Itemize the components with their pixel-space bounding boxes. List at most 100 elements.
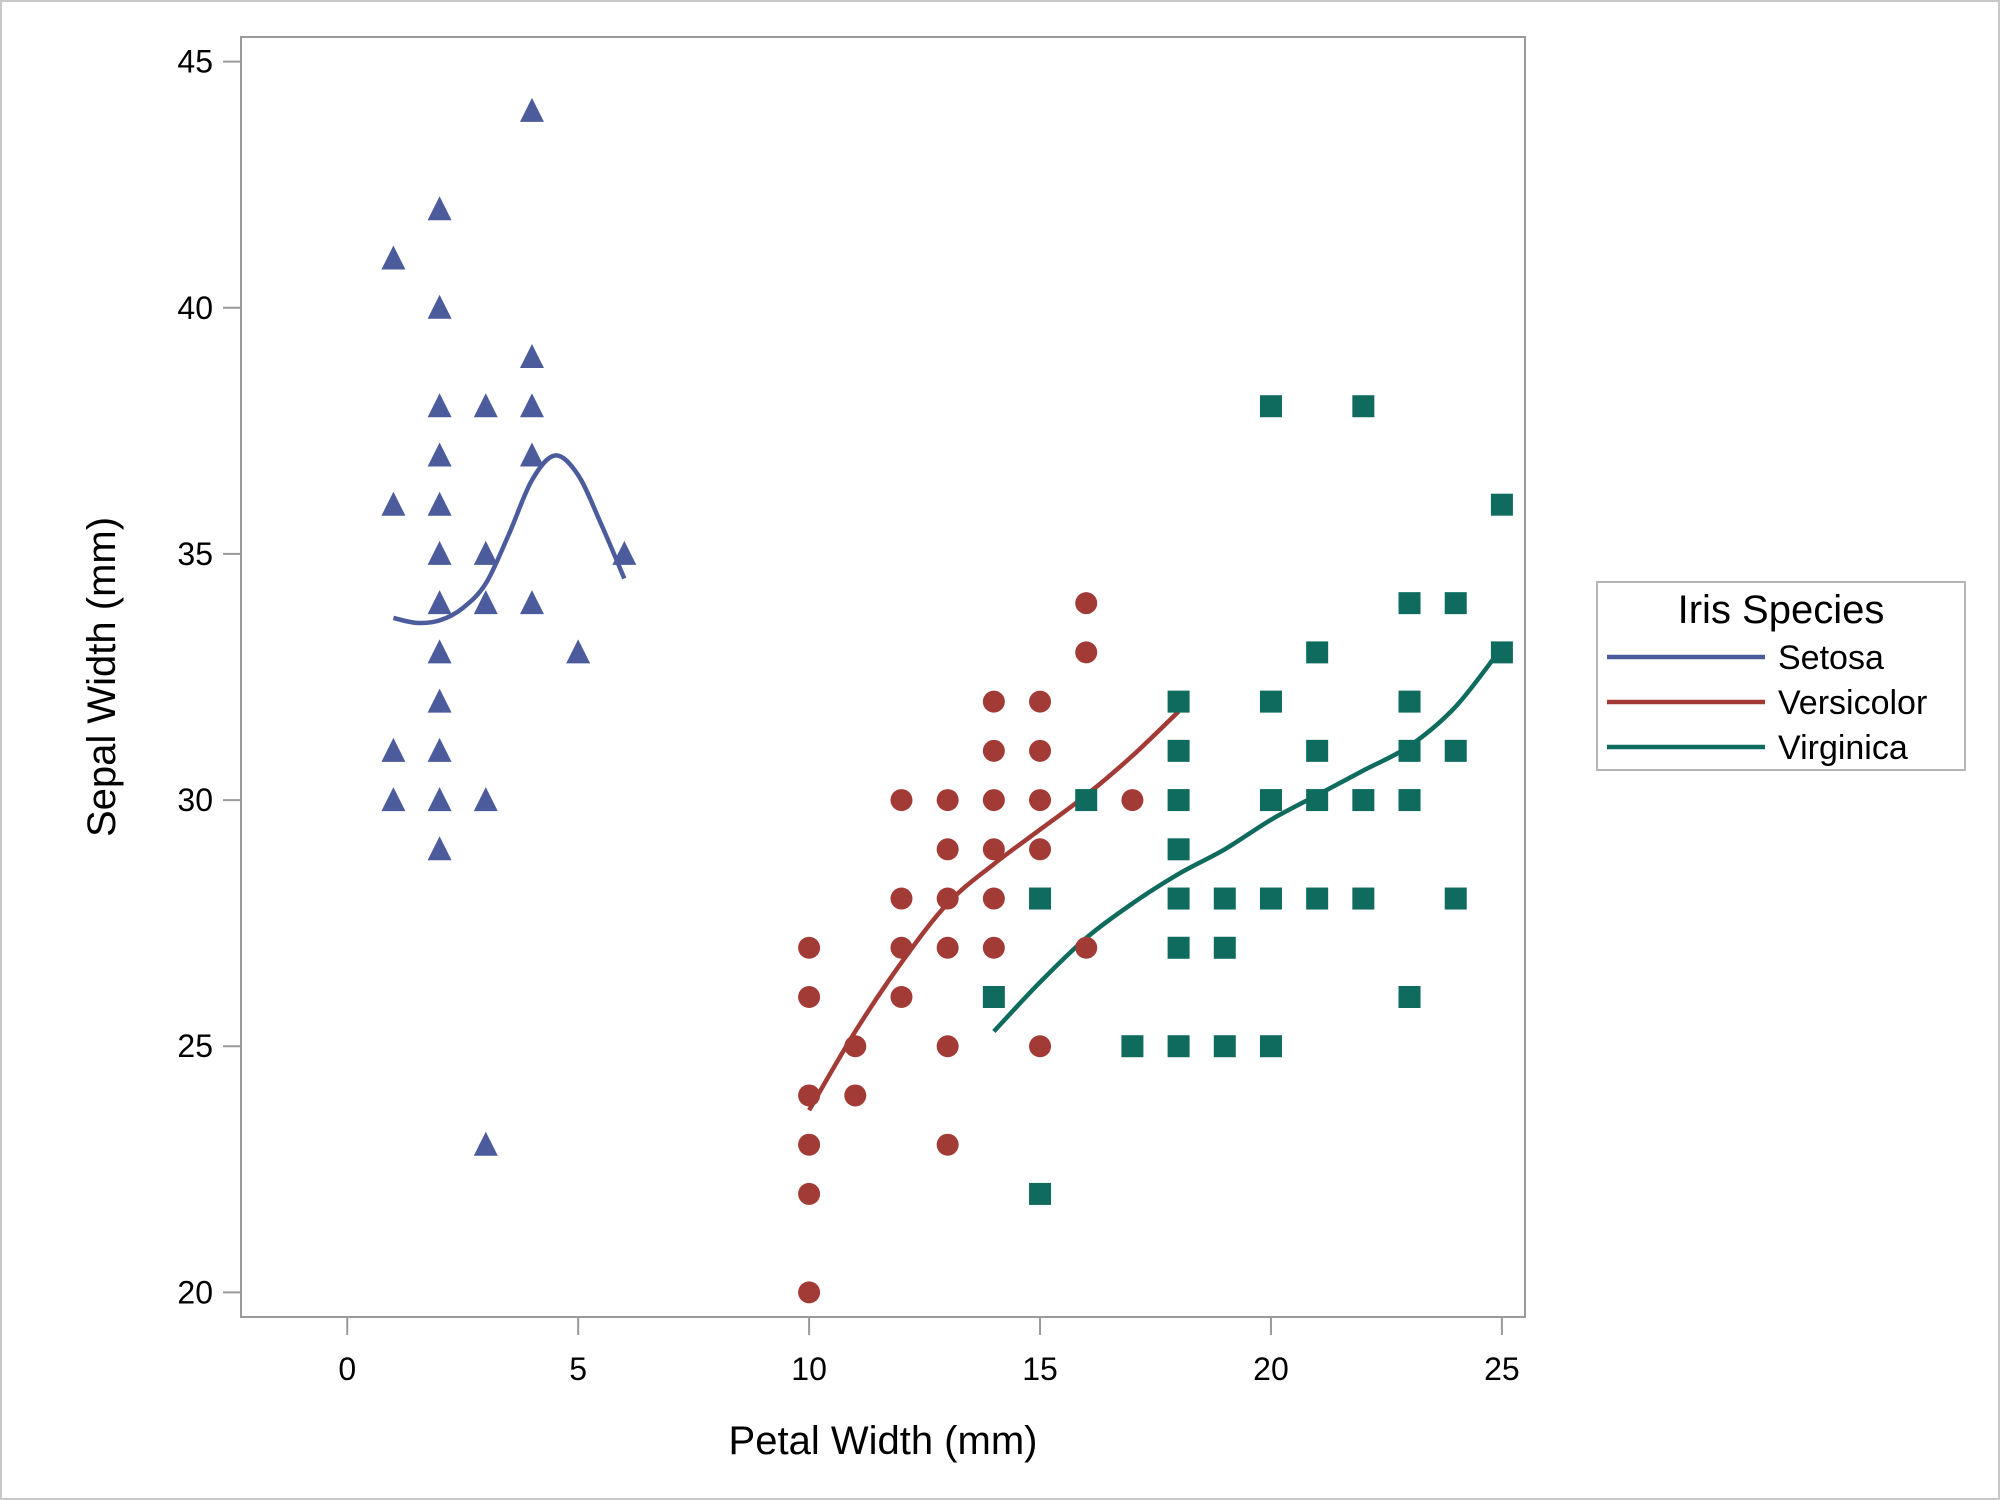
versicolor-point	[1029, 1035, 1052, 1058]
setosa-point	[381, 245, 406, 270]
setosa-point	[519, 442, 544, 467]
setosa-point	[427, 787, 452, 812]
virginica-point	[1398, 986, 1421, 1008]
setosa-point	[473, 787, 498, 812]
versicolor-point	[1121, 789, 1144, 812]
x-tick-label: 25	[1484, 1351, 1520, 1387]
setosa-point	[427, 491, 452, 516]
versicolor-point	[890, 936, 913, 959]
setosa-point	[427, 540, 452, 565]
versicolor-point	[1029, 739, 1052, 762]
virginica-point	[1444, 592, 1467, 615]
versicolor-point	[844, 1084, 867, 1107]
virginica-point	[1306, 739, 1329, 762]
virginica-point	[1259, 395, 1282, 418]
setosa-point	[612, 540, 637, 565]
setosa-point	[427, 196, 452, 221]
setosa-point	[427, 590, 452, 615]
virginica-point	[1306, 789, 1329, 812]
x-tick-label: 5	[569, 1351, 587, 1387]
versicolor-point	[936, 936, 959, 959]
versicolor-point	[890, 986, 913, 1008]
versicolor-point	[798, 936, 821, 959]
setosa-point	[427, 639, 452, 664]
virginica-point	[1259, 1035, 1282, 1058]
versicolor-point	[1029, 690, 1052, 713]
versicolor-point	[1029, 838, 1052, 861]
y-tick-label: 25	[177, 1028, 213, 1064]
x-tick-label: 0	[338, 1351, 356, 1387]
virginica-point	[1398, 789, 1421, 812]
virginica-point	[1167, 887, 1190, 910]
setosa-point	[427, 442, 452, 467]
virginica-point	[1398, 739, 1421, 762]
versicolor-point	[798, 1281, 821, 1304]
virginica-point	[1167, 1035, 1190, 1058]
versicolor-point	[982, 690, 1005, 713]
virginica-point	[1398, 592, 1421, 615]
setosa-point	[519, 97, 544, 122]
setosa-point	[519, 344, 544, 368]
versicolor-point	[936, 789, 959, 812]
virginica-point	[1213, 936, 1236, 959]
virginica-point	[1490, 493, 1513, 516]
setosa-point	[427, 294, 452, 319]
y-tick-label: 40	[177, 290, 213, 326]
virginica-point	[1306, 887, 1329, 910]
legend-label-virginica: Virginica	[1778, 729, 1908, 767]
virginica-point	[1167, 690, 1190, 713]
data-markers	[381, 97, 1513, 1304]
setosa-point	[427, 737, 452, 762]
y-tick-label: 35	[177, 536, 213, 572]
legend-title: Iris Species	[1678, 588, 1885, 632]
virginica-point	[1398, 690, 1421, 713]
setosa-point	[473, 393, 498, 418]
legend-box	[1596, 581, 1966, 771]
y-axis: 20 25 30 35 40 45	[177, 37, 242, 1317]
versicolor-point	[982, 887, 1005, 910]
virginica-point	[1167, 789, 1190, 812]
y-axis-label: Sepal Width (mm)	[80, 517, 124, 837]
versicolor-point	[1029, 789, 1052, 812]
setosa-point	[473, 540, 498, 565]
x-axis: 0 5 10 15 20 25	[338, 1317, 1520, 1387]
x-axis-label: Petal Width (mm)	[729, 1419, 1038, 1463]
virginica-point	[1213, 887, 1236, 910]
virginica-point	[1029, 887, 1052, 910]
virginica-point	[1444, 739, 1467, 762]
legend-label-versicolor: Versicolor	[1778, 684, 1927, 722]
virginica-point	[1167, 838, 1190, 861]
legend-label-setosa: Setosa	[1778, 639, 1884, 677]
versicolor-point	[890, 887, 913, 910]
setosa-point	[427, 688, 452, 713]
setosa-point	[519, 393, 544, 418]
setosa-point	[381, 787, 406, 812]
versicolor-point	[982, 838, 1005, 861]
versicolor-point	[798, 1133, 821, 1156]
versicolor-point	[798, 1084, 821, 1107]
versicolor-point	[798, 1182, 821, 1205]
versicolor-point	[844, 1035, 867, 1058]
legend: Iris Species Setosa Versicolor Virginica	[1596, 581, 1966, 771]
versicolor-point	[1075, 641, 1098, 664]
setosa-point	[519, 590, 544, 615]
setosa-point	[473, 1131, 498, 1156]
x-tick-label: 15	[1022, 1351, 1058, 1387]
y-tick-label: 45	[177, 44, 213, 80]
setosa-point	[566, 639, 591, 664]
setosa-point	[381, 737, 406, 762]
virginica-point	[1167, 739, 1190, 762]
virginica-point	[1213, 1035, 1236, 1058]
virginica-point	[1352, 789, 1375, 812]
setosa-point	[473, 590, 498, 615]
virginica-point	[1352, 395, 1375, 418]
virginica-point	[1167, 936, 1190, 959]
virginica-point	[1259, 789, 1282, 812]
versicolor-point	[936, 887, 959, 910]
virginica-point	[1444, 887, 1467, 910]
virginica-point	[1259, 690, 1282, 713]
versicolor-point	[1075, 936, 1098, 959]
versicolor-point	[982, 936, 1005, 959]
setosa-point	[427, 393, 452, 418]
